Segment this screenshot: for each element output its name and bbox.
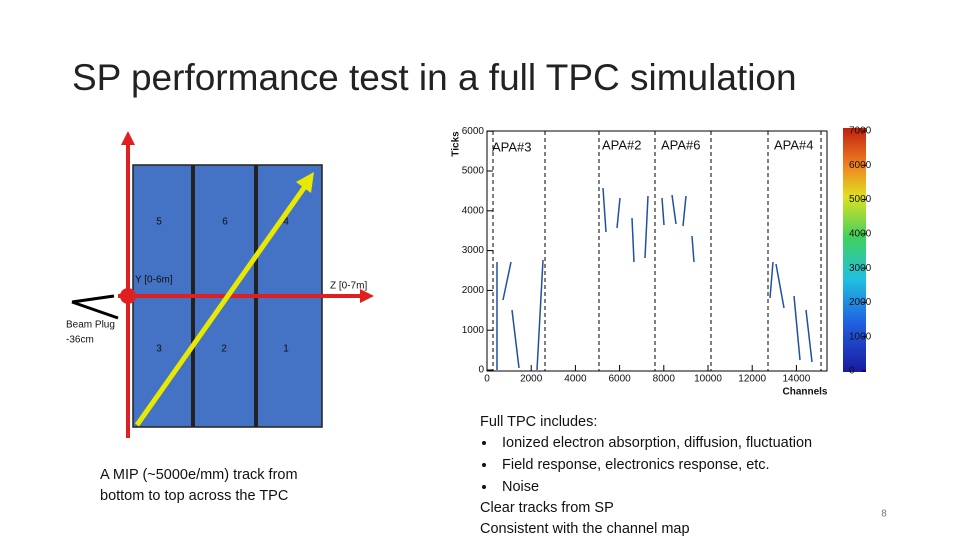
x-tick-label: 12000	[738, 374, 766, 385]
z-axis-label: Z [0-7m]	[330, 281, 367, 292]
y-axis-label: Y [0-6m]	[135, 275, 173, 286]
x-tick-label: 4000	[564, 374, 587, 385]
colorbar-tick-label: 5000	[849, 194, 872, 205]
x-tick-label: 0	[484, 374, 490, 385]
cell-label: 6	[222, 217, 228, 228]
colorbar-tick-label: 2000	[849, 297, 872, 308]
y-tick-label: 3000	[462, 245, 485, 256]
event-display	[486, 128, 866, 372]
colorbar-tick-label: 7000	[849, 126, 872, 137]
y-tick-label: 2000	[462, 285, 485, 296]
y-tick-label: 1000	[462, 325, 485, 336]
caption: bottom to top across the TPC	[100, 488, 288, 504]
bullet: Ionized electron absorption, diffusion, …	[502, 435, 812, 451]
colorbar-tick-label: 4000	[849, 228, 872, 239]
x-tick-label: 8000	[653, 374, 676, 385]
y-tick-label: 6000	[462, 126, 485, 137]
x-tick-label: 14000	[782, 374, 810, 385]
colorbar-tick-label: 6000	[849, 160, 872, 171]
note-line: Consistent with the channel map	[480, 521, 690, 537]
bullet-dot	[482, 485, 486, 489]
tpc-diagram	[71, 131, 374, 438]
y-tick-label: 0	[478, 365, 484, 376]
colorbar-tick-label: 3000	[849, 263, 872, 274]
cell-label: 5	[156, 217, 162, 228]
beam-plug-label: Beam Plug	[66, 320, 115, 331]
bullet-dot	[482, 463, 486, 467]
notes-heading: Full TPC includes:	[480, 414, 597, 430]
title: SP performance test in a full TPC simula…	[72, 57, 797, 98]
cell-label: 1	[283, 344, 289, 355]
bullet: Field response, electronics response, et…	[502, 457, 770, 473]
beam-plug-label: -36cm	[66, 335, 94, 346]
apa-label: APA#2	[602, 137, 642, 152]
x-tick-label: 10000	[694, 374, 722, 385]
cell-label: 2	[221, 344, 227, 355]
bullet: Noise	[502, 479, 539, 495]
apa-label: APA#3	[492, 139, 532, 154]
apa-label: APA#6	[661, 137, 701, 152]
colorbar-tick-label: 1000	[849, 331, 872, 342]
apa-label: APA#4	[774, 137, 814, 152]
bullet-dot	[482, 441, 486, 445]
x-tick-label: 2000	[520, 374, 543, 385]
note-line: Clear tracks from SP	[480, 500, 614, 516]
x-label: Channels	[782, 387, 827, 398]
caption: A MIP (~5000e/mm) track from	[100, 467, 298, 483]
cell-label: 3	[156, 344, 162, 355]
y-label: Ticks	[451, 131, 462, 157]
colorbar	[843, 128, 866, 372]
page-number: 8	[881, 509, 887, 520]
y-tick-label: 4000	[462, 205, 485, 216]
colorbar-tick-label: 0	[849, 366, 855, 377]
x-tick-label: 6000	[608, 374, 631, 385]
cell-label: 4	[283, 217, 289, 228]
y-tick-label: 5000	[462, 166, 485, 177]
